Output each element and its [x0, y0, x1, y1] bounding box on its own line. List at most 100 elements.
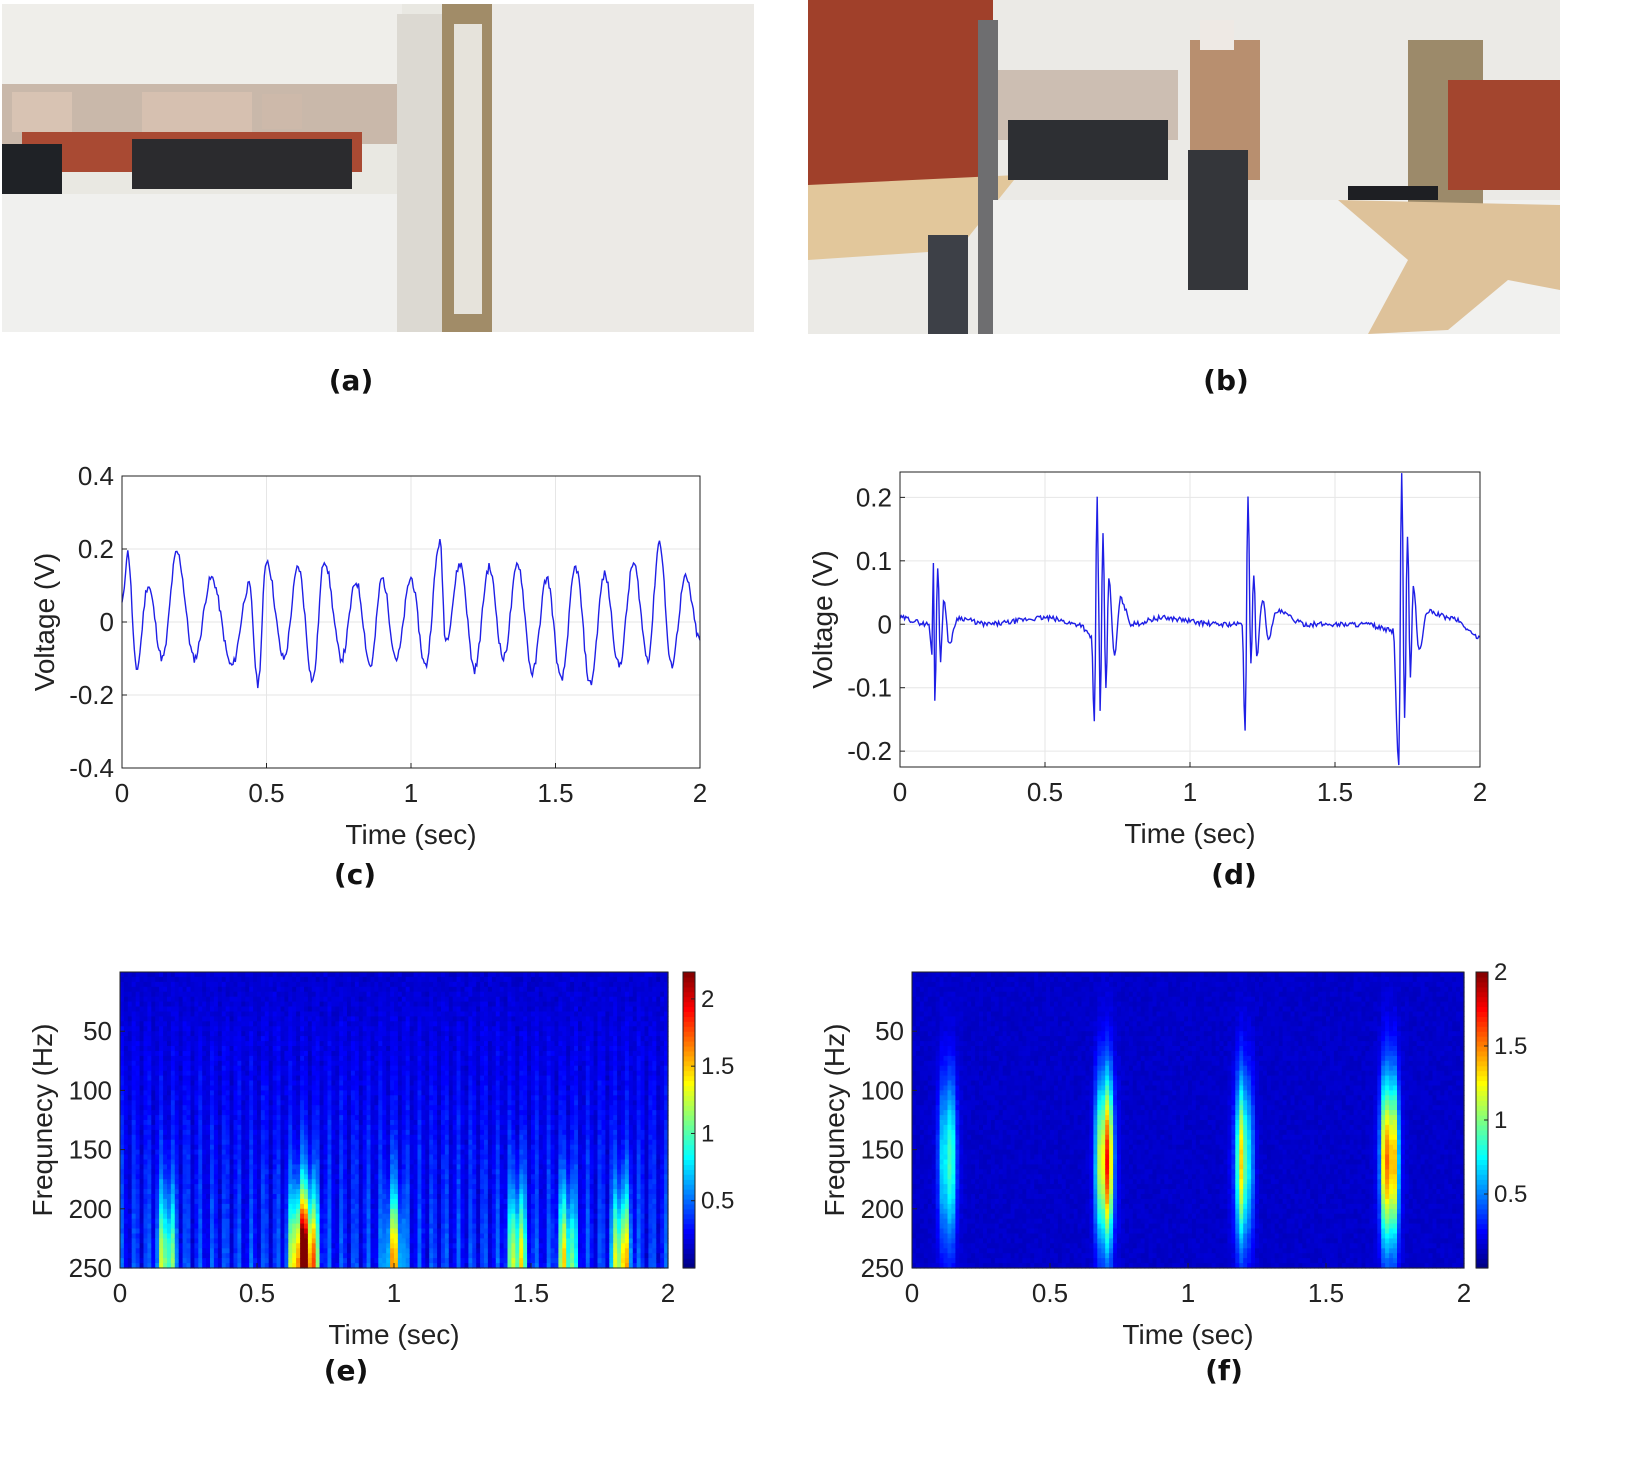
heatmap-cell: [241, 1031, 246, 1037]
heatmap-cell: [163, 1046, 168, 1052]
heatmap-cell: [284, 1041, 289, 1047]
heatmap-cell: [425, 1115, 430, 1121]
heatmap-cell: [386, 1179, 391, 1185]
heatmap-cell: [413, 986, 419, 993]
heatmap-cell: [159, 1139, 164, 1146]
heatmap-cell: [147, 1159, 152, 1165]
heatmap-cell: [210, 1001, 215, 1008]
heatmap-cell: [264, 1100, 270, 1106]
heatmap-cell: [151, 981, 156, 988]
heatmap-cell: [253, 1006, 258, 1012]
heatmap-cell: [131, 1198, 137, 1205]
heatmap-cell: [382, 1213, 387, 1220]
heatmap-cell: [421, 981, 426, 988]
heatmap-cell: [198, 1060, 203, 1067]
heatmap-cell: [417, 1080, 422, 1086]
heatmap-cell: [401, 1144, 407, 1151]
heatmap-cell: [210, 1228, 215, 1234]
heatmap-cell: [429, 1198, 434, 1205]
heatmap-cell: [213, 1208, 219, 1215]
heatmap-cell: [213, 991, 219, 998]
heatmap-cell: [264, 1233, 270, 1239]
heatmap-cell: [276, 1006, 282, 1012]
heatmap-cell: [339, 1184, 344, 1190]
heatmap-cell: [120, 1021, 125, 1027]
heatmap-cell: [382, 1149, 387, 1156]
heatmap-cell: [198, 972, 203, 978]
heatmap-cell: [343, 972, 348, 978]
heatmap-cell: [437, 1263, 442, 1269]
heatmap-cell: [135, 1198, 141, 1205]
heatmap-cell: [253, 1026, 258, 1032]
heatmap-cell: [350, 1248, 356, 1254]
heatmap-cell: [147, 1090, 152, 1096]
heatmap-cell: [139, 1055, 145, 1062]
heatmap-cell: [131, 986, 137, 993]
heatmap-cell: [425, 1046, 430, 1052]
heatmap-cell: [327, 1134, 332, 1141]
heatmap-cell: [397, 1046, 403, 1052]
heatmap-cell: [217, 1248, 223, 1254]
heatmap-cell: [370, 981, 375, 988]
heatmap-cell: [178, 1253, 184, 1259]
heatmap-cell: [417, 1124, 422, 1131]
heatmap-cell: [401, 1070, 407, 1077]
heatmap-cell: [182, 1263, 188, 1269]
heatmap-cell: [280, 1233, 285, 1239]
heatmap-cell: [257, 1174, 262, 1180]
heatmap-cell: [155, 1208, 160, 1215]
heatmap-cell: [343, 1055, 348, 1062]
heatmap-cell: [358, 1238, 364, 1244]
heatmap-cell: [323, 1080, 328, 1086]
heatmap-cell: [253, 1223, 258, 1230]
heatmap-cell: [382, 1159, 387, 1165]
heatmap-cell: [323, 1263, 328, 1269]
heatmap-cell: [225, 1203, 231, 1210]
heatmap-cell: [386, 1144, 391, 1151]
heatmap-cell: [335, 1223, 340, 1230]
heatmap-cell: [311, 996, 317, 1003]
heatmap-cell: [217, 1129, 223, 1136]
heatmap-cell: [127, 1031, 133, 1037]
heatmap-cell: [433, 1100, 438, 1106]
heatmap-cell: [323, 1065, 328, 1072]
heatmap-cell: [131, 996, 137, 1003]
heatmap-cell: [417, 976, 422, 983]
heatmap-cell: [198, 1179, 203, 1185]
heatmap-cell: [257, 976, 262, 983]
heatmap-cell: [366, 1233, 372, 1239]
heatmap-cell: [413, 1050, 419, 1057]
heatmap-cell: [186, 1203, 191, 1210]
heatmap-cell: [280, 1021, 285, 1027]
heatmap-cell: [241, 1021, 246, 1027]
heatmap-cell: [378, 991, 383, 998]
heatmap-cell: [413, 976, 419, 983]
heatmap-cell: [272, 1060, 278, 1067]
heatmap-cell: [276, 1263, 282, 1269]
heatmap-cell: [296, 1100, 301, 1106]
heatmap-cell: [190, 1144, 195, 1151]
heatmap-cell: [159, 1258, 164, 1264]
heatmap-cell: [198, 1194, 203, 1200]
heatmap-cell: [260, 1021, 266, 1027]
heatmap-cell: [390, 1080, 395, 1086]
heatmap-cell: [151, 1243, 156, 1249]
heatmap-cell: [135, 1065, 141, 1072]
heatmap-cell: [311, 1213, 317, 1220]
heatmap-cell: [225, 1263, 231, 1269]
heatmap-cell: [413, 1011, 419, 1017]
heatmap-cell: [425, 1223, 430, 1230]
heatmap-cell: [343, 1070, 348, 1077]
heatmap-cell: [237, 1233, 242, 1239]
heatmap-cell: [135, 1075, 141, 1082]
heatmap-cell: [413, 1208, 419, 1215]
heatmap-cell: [354, 1258, 360, 1264]
heatmap-cell: [186, 1149, 191, 1156]
heatmap-cell: [178, 1110, 184, 1116]
heatmap-cell: [292, 1263, 297, 1269]
heatmap-cell: [300, 1031, 305, 1037]
heatmap-cell: [362, 981, 368, 988]
heatmap-cell: [241, 1095, 246, 1101]
heatmap-cell: [276, 1159, 282, 1165]
heatmap-cell: [311, 1223, 317, 1230]
